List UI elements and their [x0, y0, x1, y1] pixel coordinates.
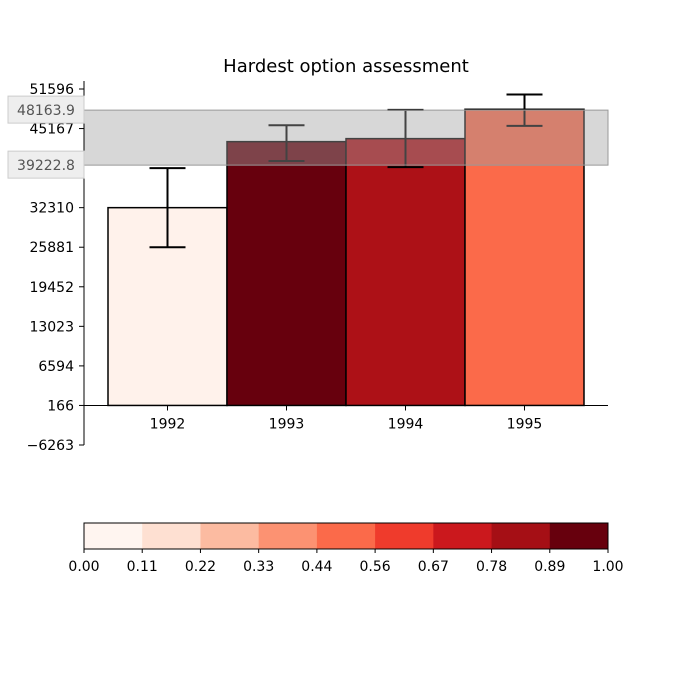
colorbar-swatch [258, 523, 318, 549]
colorbar-tick-label: 0.78 [476, 559, 507, 575]
y-tick-label: 32310 [29, 201, 74, 217]
reference-band [83, 109, 609, 166]
y-tick-label: 13023 [29, 319, 74, 335]
colorbar-tick-label: 0.67 [418, 559, 449, 575]
band-low-label: 39222.8 [17, 158, 75, 174]
colorbar-frame [83, 522, 609, 550]
band-high-label-box [7, 95, 85, 124]
colorbar-tick-label: 1.00 [592, 559, 623, 575]
y-tick-label: 166 [47, 398, 74, 414]
y-tick-label: 45167 [29, 122, 74, 138]
x-tick-label: 1995 [507, 416, 543, 432]
band-low-label-box [7, 150, 85, 179]
band-area [83, 109, 609, 166]
y-tick-label: 25881 [29, 240, 74, 256]
colorbar-swatch [316, 523, 376, 549]
bar [464, 108, 585, 407]
colorbar-tick-label: 0.33 [243, 559, 274, 575]
colorbar-tick-label: 0.89 [534, 559, 565, 575]
colorbar-swatch [84, 523, 143, 549]
band-high-label: 48163.9 [17, 103, 75, 119]
colorbar-swatch [433, 523, 493, 549]
colorbar-tick-label: 0.56 [360, 559, 391, 575]
x-tick-label: 1994 [388, 416, 424, 432]
y-tick-label: 6594 [38, 359, 74, 375]
y-tick-label: 51596 [29, 82, 74, 98]
y-tick-label: −6263 [27, 438, 74, 454]
axes: 5159645167387383231025881194521302365941… [7, 81, 608, 454]
bar [345, 137, 466, 407]
bar [226, 140, 347, 407]
colorbar-swatch [375, 523, 434, 549]
colorbar-swatch [491, 523, 551, 549]
colorbar-tick-label: 0.11 [127, 559, 158, 575]
colorbar-swatch [142, 523, 201, 549]
colorbar-swatch [200, 523, 260, 549]
colorbar-tick-label: 0.00 [68, 559, 99, 575]
colorbar-swatch [549, 523, 609, 549]
y-tick-label: 19452 [29, 280, 74, 296]
chart-title: Hardest option assessment [223, 56, 469, 77]
x-tick-label: 1993 [269, 416, 305, 432]
colorbar-tick-label: 0.44 [301, 559, 332, 575]
colorbar: 0.00 0.11 0.22 0.33 0.44 0.56 0.67 0.78 0.89 1.00 [68, 522, 624, 575]
x-tick-label: 1992 [150, 416, 186, 432]
colorbar-tick-label: 0.22 [185, 559, 216, 575]
